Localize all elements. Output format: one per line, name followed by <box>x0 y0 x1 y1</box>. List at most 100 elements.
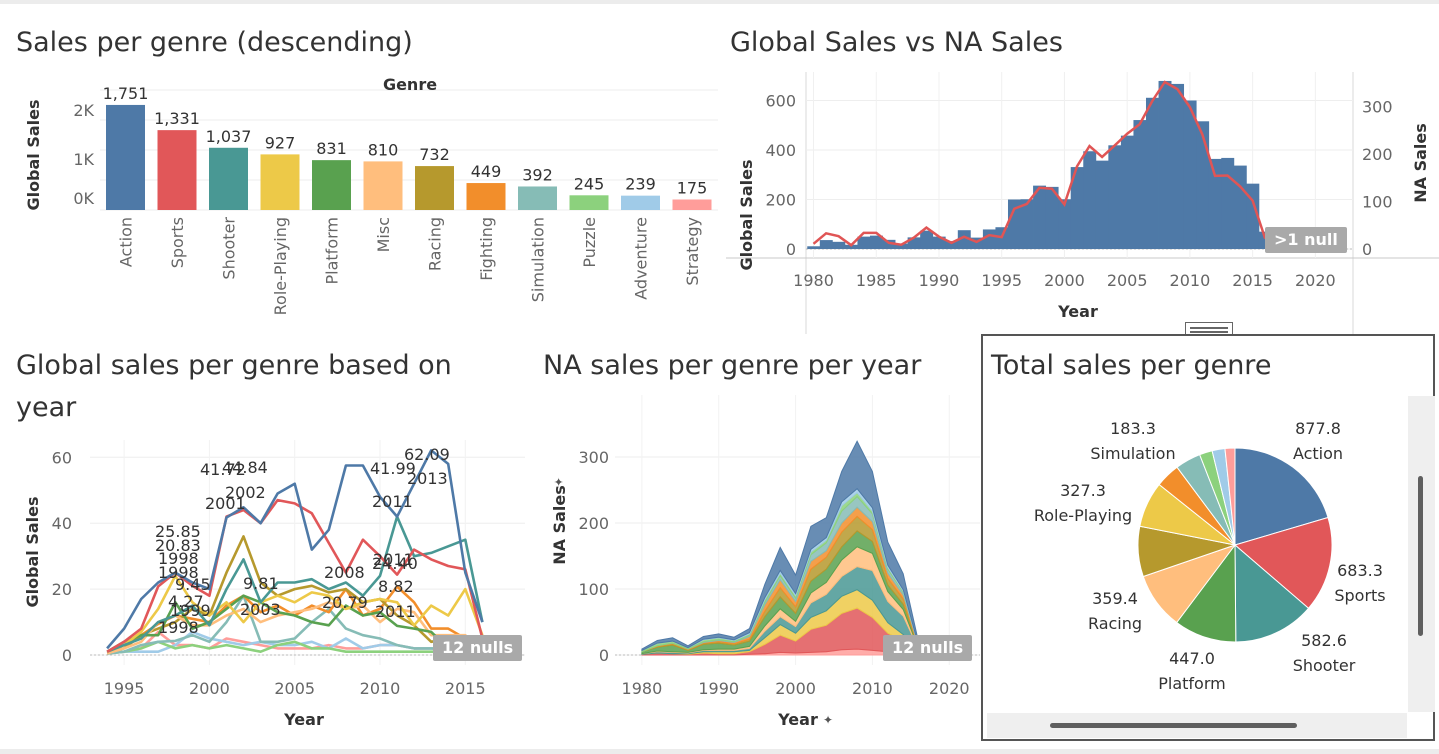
global-sales-bar[interactable] <box>1145 97 1159 249</box>
area-series <box>641 440 919 656</box>
resize-handle[interactable] <box>1185 322 1233 336</box>
pie-slice-sports[interactable] <box>1233 516 1333 610</box>
pie-horizontal-scrollbar[interactable] <box>987 713 1407 738</box>
total-sales-pie-chart: 877.8 Action 683.3 Sports 582.6 Shooter 447.0 P… <box>1034 419 1386 693</box>
global-sales-bar[interactable] <box>832 241 846 249</box>
bar-value-label: 831 <box>316 139 347 158</box>
global-sales-bar[interactable] <box>807 246 821 249</box>
global-sales-bar[interactable] <box>945 241 959 249</box>
global-sales-bar[interactable] <box>882 239 896 249</box>
bar-adventure[interactable] <box>621 195 660 210</box>
global-sales-bar[interactable] <box>1033 185 1047 249</box>
horizontal-scroll-thumb[interactable] <box>1050 723 1297 728</box>
lines-xlabel: Year <box>283 710 324 729</box>
global-sales-bar[interactable] <box>1058 199 1072 249</box>
global-na-xtick: 2010 <box>1170 271 1211 290</box>
area-null-badge[interactable]: 12 nulls <box>883 635 973 661</box>
line-shooter[interactable] <box>106 515 484 653</box>
global-na-ylabel-left: Global Sales <box>737 159 756 270</box>
line-role-playing[interactable] <box>106 574 484 653</box>
pie-value-label: 359.4 <box>1092 589 1138 608</box>
line-annotation: 2008 <box>324 563 365 582</box>
line-platform[interactable] <box>106 594 483 653</box>
line-simulation[interactable] <box>106 594 483 655</box>
pie-category-label: Sports <box>1334 586 1385 605</box>
pie-slice-strategy[interactable] <box>1224 447 1236 546</box>
bar-category-label: Strategy <box>683 217 702 286</box>
bar-racing[interactable] <box>415 166 454 210</box>
bar-value-label: 239 <box>625 175 656 194</box>
global-sales-bar[interactable] <box>1007 199 1021 250</box>
area-xlabel: Year <box>777 710 818 729</box>
lines-chart-title-line2: year <box>16 392 77 423</box>
bar-category-label: Adventure <box>632 217 651 300</box>
global-sales-bar[interactable] <box>957 230 971 249</box>
line-annotation: 41.99 <box>370 459 416 478</box>
bar-value-label: 1,751 <box>103 84 149 103</box>
pie-labels: 877.8 Action 683.3 Sports 582.6 Shooter 447.0 P… <box>1034 419 1386 693</box>
global-sales-bar[interactable] <box>1083 151 1097 249</box>
global-sales-bar[interactable] <box>1070 167 1084 249</box>
global-sales-bar[interactable] <box>1095 160 1109 249</box>
global-sales-bar[interactable] <box>844 244 858 249</box>
line-action[interactable] <box>106 449 484 650</box>
line-annotation: 62.09 <box>404 445 450 464</box>
pie-slice-shooter[interactable] <box>1234 543 1310 643</box>
global-sales-bar[interactable] <box>1208 158 1222 249</box>
area-xtick: 1990 <box>698 679 739 698</box>
pie-slice-action[interactable] <box>1234 447 1329 546</box>
global-na-xtick: 1990 <box>919 271 960 290</box>
global-sales-bar[interactable] <box>857 236 871 249</box>
lines-null-badge[interactable]: 12 nulls <box>433 635 523 661</box>
vertical-scroll-thumb[interactable] <box>1418 476 1423 636</box>
line-annotation: 9.81 <box>243 574 279 593</box>
global-sales-bar[interactable] <box>907 237 921 249</box>
global-sales-bar[interactable] <box>895 243 909 249</box>
global-sales-bar[interactable] <box>1246 183 1260 249</box>
global-sales-bar[interactable] <box>982 229 996 249</box>
lines-ytick: 60 <box>52 448 72 467</box>
global-sales-bar[interactable] <box>1120 135 1134 249</box>
pie-value-label: 183.3 <box>1110 419 1156 438</box>
bar-action[interactable] <box>106 104 145 210</box>
line-puzzle[interactable] <box>106 640 483 656</box>
global-sales-bar[interactable] <box>970 237 984 249</box>
global-sales-bar[interactable] <box>1196 121 1210 249</box>
bar-value-label: 245 <box>574 174 605 193</box>
bar-category-label: Simulation <box>529 217 548 302</box>
global-sales-bar[interactable] <box>1045 186 1059 249</box>
global-sales-bar[interactable] <box>1133 120 1147 249</box>
global-sales-bar[interactable] <box>920 230 934 249</box>
global-sales-bar[interactable] <box>1158 80 1172 249</box>
global-sales-bar[interactable] <box>1171 83 1185 249</box>
line-annotation: 44.84 <box>222 458 268 477</box>
bar-role-playing[interactable] <box>260 154 300 210</box>
lines-xtick: 1995 <box>104 679 145 698</box>
bar-simulation[interactable] <box>518 186 557 210</box>
lines-ytick: 40 <box>52 514 72 533</box>
global-sales-bar[interactable] <box>1221 157 1235 249</box>
bar-fighting[interactable] <box>466 183 506 210</box>
pie-vertical-scrollbar[interactable] <box>1408 396 1435 712</box>
global-sales-bar[interactable] <box>1108 145 1122 249</box>
lines-xtick: 2010 <box>360 679 401 698</box>
bar-platform[interactable] <box>312 160 351 210</box>
line-annotation: 1999 <box>170 601 211 620</box>
line-annotation: 2002 <box>225 483 266 502</box>
bar-shooter[interactable] <box>209 147 248 210</box>
global-na-null-badge[interactable]: >1 null <box>1265 227 1347 253</box>
global-sales-bar[interactable] <box>819 240 833 249</box>
global-sales-bar[interactable] <box>1233 165 1247 249</box>
bar-strategy[interactable] <box>672 199 712 211</box>
global-na-xtick: 2000 <box>1044 271 1085 290</box>
global-na-bars <box>807 80 1272 250</box>
bar-sports[interactable] <box>157 130 197 210</box>
global-sales-bar[interactable] <box>1183 100 1197 250</box>
bar-misc[interactable] <box>363 161 403 210</box>
line-annotation: 24.40 <box>372 554 418 573</box>
global-sales-bar[interactable] <box>1020 199 1034 249</box>
bar-puzzle[interactable] <box>569 195 609 210</box>
top-bar <box>0 0 1439 4</box>
global-sales-bar[interactable] <box>869 235 883 249</box>
line-annotation: 2001 <box>205 494 246 513</box>
